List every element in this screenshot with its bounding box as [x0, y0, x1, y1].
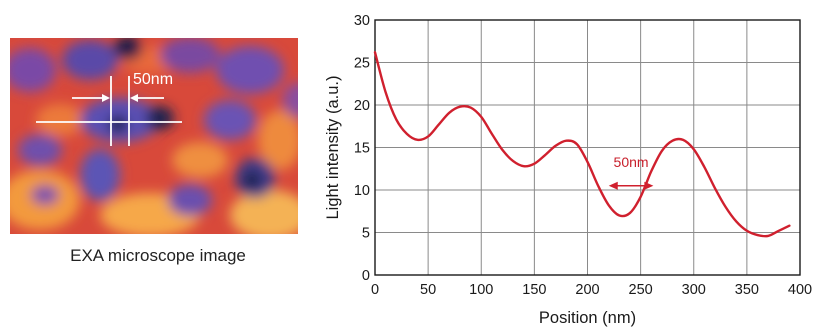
scale-marker	[36, 76, 182, 146]
y-tick-label: 15	[354, 141, 370, 157]
y-tick-label: 10	[354, 183, 370, 199]
y-tick-label: 0	[362, 268, 370, 284]
x-tick-label: 50	[420, 282, 436, 298]
annotation-arrowhead-left	[608, 181, 618, 190]
y-tick-label: 30	[354, 13, 370, 29]
microscope-image: 50nm	[10, 38, 298, 234]
tick-labels: 0 50 100 150 200 250 300 350 400 0 5 10 15 20 25 30	[354, 13, 812, 298]
chart-grid	[374, 19, 801, 276]
intensity-series-line	[373, 51, 791, 238]
annotation-arrowhead-right	[644, 181, 654, 190]
x-tick-label: 250	[629, 282, 653, 298]
x-tick-label: 350	[735, 282, 759, 298]
x-tick-label: 100	[469, 282, 493, 298]
y-axis-title: Light intensity (a.u.)	[324, 76, 342, 220]
x-axis-title: Position (nm)	[539, 309, 636, 327]
scale-label: 50nm	[133, 71, 173, 88]
x-tick-label: 400	[788, 282, 812, 298]
annotation-group: 50nm	[608, 154, 654, 190]
y-tick-label: 25	[354, 56, 370, 72]
y-tick-label: 20	[354, 98, 370, 114]
x-tick-label: 150	[522, 282, 546, 298]
x-tick-label: 0	[371, 282, 379, 298]
annotation-label: 50nm	[614, 154, 649, 170]
y-tick-label: 5	[362, 226, 370, 242]
x-tick-label: 300	[682, 282, 706, 298]
plot-frame	[374, 19, 801, 276]
microscope-caption: EXA microscope image	[70, 246, 246, 265]
microscope-panel: 50nm EXA microscope image	[0, 0, 320, 332]
x-tick-label: 200	[575, 282, 599, 298]
